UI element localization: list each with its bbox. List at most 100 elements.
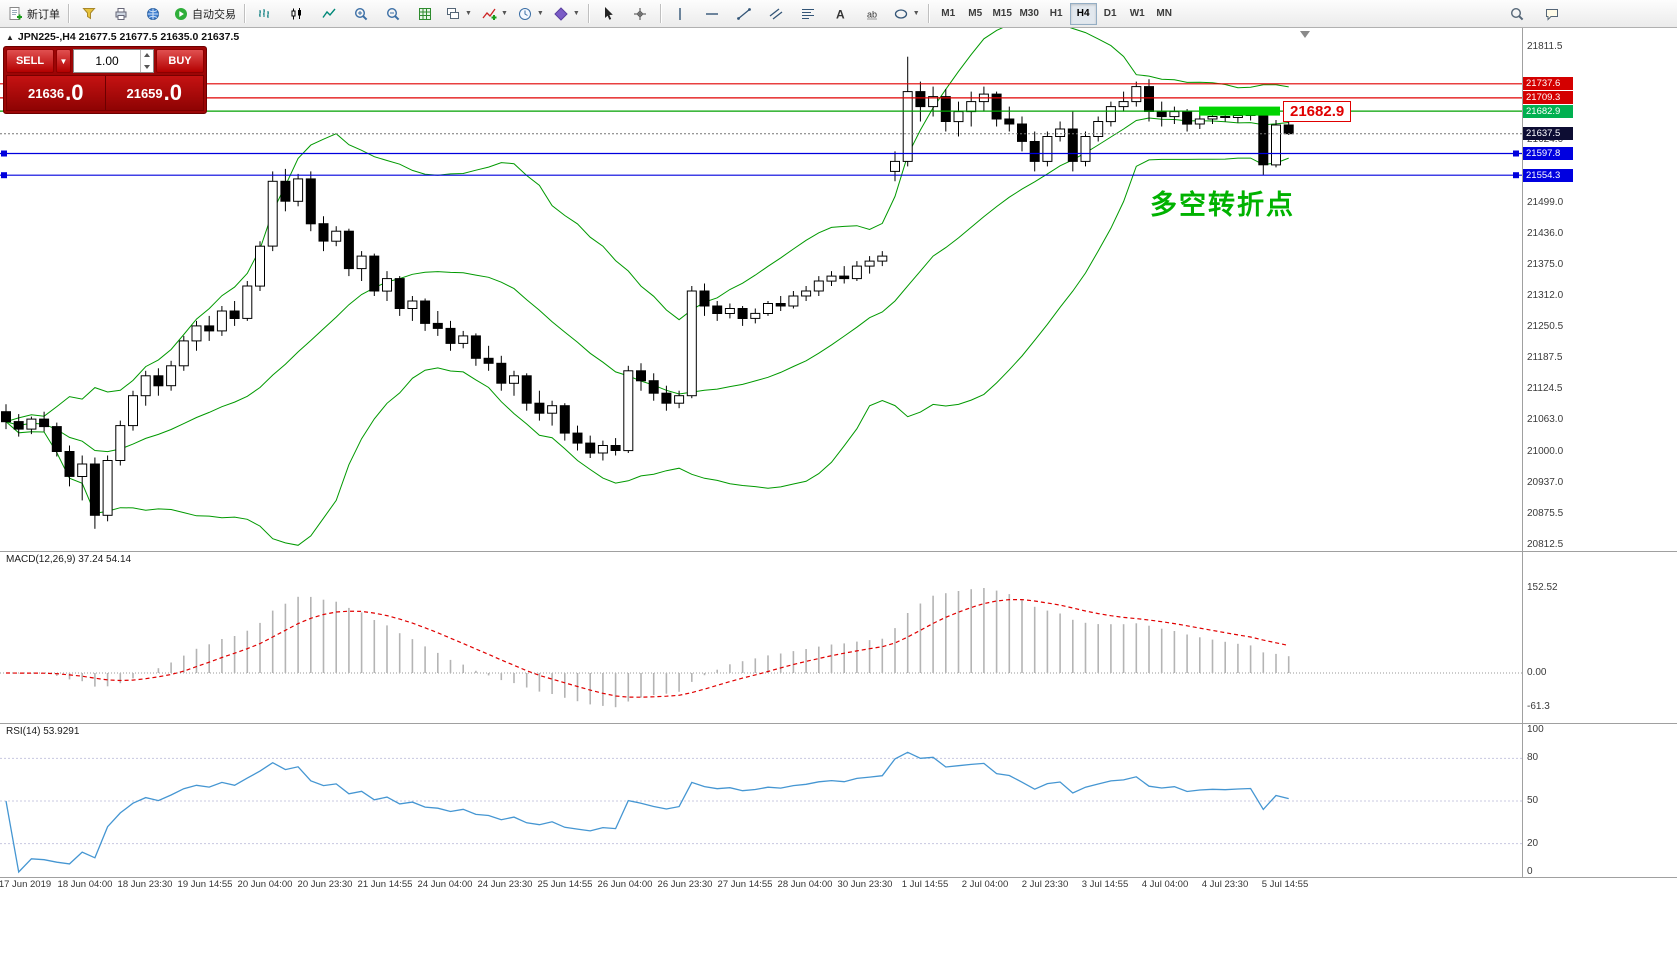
- cascade-windows-icon: [447, 7, 459, 19]
- timeframe-h1[interactable]: H1: [1049, 8, 1063, 19]
- cursor-button[interactable]: [593, 2, 624, 26]
- chevron-down-icon: ▼: [536, 10, 544, 17]
- vertical-line-button[interactable]: [665, 2, 696, 26]
- bar-chart-icon: [258, 8, 269, 18]
- grid-button[interactable]: [409, 2, 440, 26]
- svg-text:A: A: [836, 7, 845, 21]
- chevron-down-icon: ▼: [465, 10, 472, 17]
- trendline-button[interactable]: [729, 2, 760, 26]
- toolbar-right-group: [1501, 2, 1673, 26]
- timeframe-d1[interactable]: D1: [1103, 8, 1117, 19]
- text-icon: A: [836, 7, 845, 21]
- svg-text:ab: ab: [867, 9, 877, 19]
- sell-price-pips: .0: [65, 80, 84, 105]
- vertical-line-icon: [679, 7, 681, 20]
- cascade-windows-button[interactable]: ▼: [441, 2, 476, 26]
- order-type-dropdown[interactable]: ▼: [56, 49, 71, 73]
- toolbar-separator: [659, 4, 661, 23]
- chevron-down-icon: ▼: [59, 56, 68, 66]
- community-button[interactable]: [137, 2, 168, 26]
- timeframe-mn[interactable]: MN: [1156, 8, 1172, 19]
- search-icon: [1510, 7, 1523, 20]
- stepper-down-icon[interactable]: [141, 61, 153, 72]
- periods-button[interactable]: ▼: [513, 2, 548, 26]
- chevron-down-icon: ▼: [500, 10, 508, 17]
- zoom-in-icon: [354, 7, 367, 20]
- cursor-icon: [605, 6, 614, 20]
- timeframe-h4[interactable]: H4: [1069, 2, 1097, 25]
- new-order-icon: [9, 6, 22, 20]
- crosshair-icon: [634, 7, 647, 20]
- chat-button[interactable]: [1536, 2, 1567, 26]
- mql-button[interactable]: [73, 2, 104, 26]
- one-click-trading-panel: SELL ▼ 1.00 BUY 21636.0 21659.0: [3, 46, 207, 114]
- new-order-label: 新订单: [27, 8, 60, 21]
- timeframe-w1[interactable]: W1: [1129, 8, 1145, 19]
- funnel-icon: [81, 7, 96, 19]
- horizontal-line-button[interactable]: [697, 2, 728, 26]
- chat-icon: [1545, 8, 1558, 21]
- chart-shift-marker: [1300, 31, 1310, 38]
- candlestick-icon: [291, 7, 301, 19]
- bar-chart-button[interactable]: [249, 2, 280, 26]
- autotrading-button[interactable]: 自动交易: [169, 2, 240, 26]
- periods-clock-icon: [518, 7, 531, 20]
- toolbar-separator: [244, 4, 245, 23]
- trendline-icon: [737, 7, 752, 20]
- buy-price-main: 21659: [126, 85, 163, 101]
- template-button[interactable]: ▼: [549, 2, 584, 26]
- timeframe-m5[interactable]: M5: [968, 8, 983, 19]
- globe-icon: [146, 7, 159, 20]
- channel-icon: [769, 7, 783, 20]
- toolbar-separator: [68, 4, 69, 23]
- buy-price-display[interactable]: 21659.0: [105, 76, 203, 110]
- autotrading-label: 自动交易: [192, 8, 236, 21]
- label-icon: ab: [867, 9, 877, 19]
- stepper-up-icon[interactable]: [141, 50, 153, 61]
- toolbar: 新订单 自动交易 ▼ ▼ ▼ ▼: [0, 0, 1677, 28]
- shapes-button[interactable]: ▼: [889, 2, 924, 26]
- volume-stepper[interactable]: [140, 50, 153, 72]
- fibonacci-icon: [802, 8, 815, 19]
- zoom-in-button[interactable]: [345, 2, 376, 26]
- autotrading-icon: [175, 7, 187, 20]
- price-tile-divider: [104, 76, 106, 110]
- printer-icon: [115, 7, 126, 20]
- sell-price-main: 21636: [27, 85, 65, 101]
- sell-price-display[interactable]: 21636.0: [7, 76, 105, 110]
- crosshair-button[interactable]: [625, 2, 656, 26]
- channel-button[interactable]: [761, 2, 792, 26]
- candlestick-button[interactable]: [281, 2, 312, 26]
- timeframe-m1[interactable]: M1: [941, 8, 956, 19]
- chevron-down-icon: ▼: [912, 10, 920, 17]
- volume-input[interactable]: 1.00: [73, 49, 154, 73]
- search-button[interactable]: [1501, 2, 1532, 26]
- indicators-button[interactable]: ▼: [477, 2, 512, 26]
- horizontal-line-icon: [706, 12, 719, 15]
- indicators-icon: [482, 8, 497, 20]
- buy-button[interactable]: BUY: [156, 49, 204, 73]
- timeframe-m15[interactable]: M15: [992, 8, 1012, 19]
- toolbar-separator: [927, 4, 929, 23]
- text-button[interactable]: A: [825, 2, 856, 26]
- toolbar-separator: [587, 4, 589, 23]
- grid-icon: [418, 7, 431, 20]
- chevron-down-icon: ▼: [572, 10, 580, 17]
- label-button[interactable]: ab: [857, 2, 888, 26]
- new-order-button[interactable]: 新订单: [4, 2, 64, 26]
- template-icon: [554, 6, 568, 21]
- price-callout-label[interactable]: 21682.9: [1283, 101, 1352, 122]
- line-chart-icon: [321, 8, 336, 18]
- sell-button[interactable]: SELL: [6, 49, 54, 73]
- buy-price-pips: .0: [163, 80, 182, 105]
- zoom-out-icon: [386, 7, 399, 20]
- shapes-icon: [894, 8, 907, 19]
- timeframe-group: M1 M5 M15 M30 H1 H4 D1 W1 MN: [935, 2, 1178, 25]
- print-button[interactable]: [105, 2, 136, 26]
- line-chart-button[interactable]: [313, 2, 344, 26]
- timeframe-m30[interactable]: M30: [1019, 8, 1039, 19]
- fibonacci-button[interactable]: [793, 2, 824, 26]
- zoom-out-button[interactable]: [377, 2, 408, 26]
- volume-value: 1.00: [95, 54, 119, 68]
